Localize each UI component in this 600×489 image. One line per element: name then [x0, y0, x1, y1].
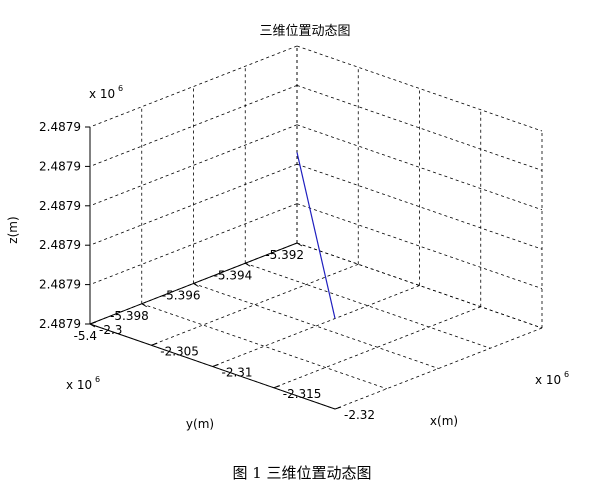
x-exponent-power: 6 [564, 370, 569, 379]
back-wall-grid-line [296, 242, 543, 329]
side-wall-grid-line [89, 85, 298, 167]
x-tick-mark [89, 321, 97, 325]
x-exponent: x 10 6 [535, 370, 569, 387]
series [296, 152, 336, 319]
y-exponent-power: 6 [95, 375, 100, 384]
floor-grid-line [245, 262, 491, 349]
back-wall-grid-line [296, 45, 543, 132]
z-tick-label: 2.4879 [39, 120, 81, 134]
z-tick-label: 2.4879 [39, 159, 81, 173]
back-wall-grid-line [296, 85, 543, 171]
x-tick-label: -2.32 [344, 408, 375, 422]
z-tick-label: 2.4879 [39, 238, 81, 252]
y-tick-mark [141, 303, 148, 308]
y-tick-label: -5.396 [162, 289, 201, 303]
x-tick-mark [151, 342, 158, 346]
series-line [296, 152, 336, 319]
x-axis-label: x(m) [430, 414, 458, 428]
y-tick-mark [89, 323, 96, 328]
z-exponent: x 10 6 [89, 84, 123, 101]
floor-grid-line [193, 283, 439, 369]
y-tick-mark [244, 262, 251, 267]
floor-grid-line [212, 285, 420, 367]
figure-caption: 图 1 三维位置动态图 [232, 464, 371, 482]
side-wall-grid-line [89, 203, 298, 285]
y-tick-label: -5.394 [214, 268, 253, 282]
y-tick-mark [193, 283, 199, 287]
x-tick-mark [273, 385, 280, 389]
x-tick-mark [212, 364, 219, 367]
floor-grid-line [334, 327, 543, 410]
y-tick-mark [296, 242, 303, 247]
back-wall-grid-line [296, 203, 543, 289]
y-exponent: x 10 6 [66, 375, 100, 392]
floor-grid-line [151, 263, 359, 346]
axes [85, 126, 342, 410]
z-tick-label: 2.4879 [39, 278, 81, 292]
y-tick-label: -5.398 [110, 309, 149, 323]
grid [89, 45, 543, 410]
side-wall-grid-line [89, 45, 298, 128]
y-axis-label: y(m) [186, 417, 214, 431]
tick-labels: 2.4879 2.4879 2.4879 2.4879 2.4879 2.4879 -5.3… [39, 120, 375, 422]
back-wall-grid-line [296, 163, 543, 250]
z-tick-label: 2.4879 [39, 317, 81, 331]
z-exponent-base: x 10 [89, 87, 115, 101]
x-tick-label: -2.31 [222, 366, 253, 380]
z-axis-label: z(m) [6, 216, 20, 243]
y-tick-label: -5.4 [74, 329, 97, 343]
x-tick-label: -2.315 [283, 387, 322, 401]
side-wall-grid-line [89, 124, 298, 207]
x-exponent-base: x 10 [535, 373, 561, 387]
x-tick-label: -2.3 [99, 323, 122, 337]
floor-grid-line [141, 303, 387, 390]
side-wall-grid-line [89, 163, 298, 246]
z-tick-label: 2.4879 [39, 199, 81, 213]
x-tick-label: -2.305 [160, 344, 199, 358]
x-tick-mark [334, 406, 342, 410]
y-tick-label: -5.392 [265, 248, 304, 262]
z-exponent-power: 6 [118, 84, 123, 93]
floor-grid-line [273, 306, 481, 389]
y-exponent-base: x 10 [66, 378, 92, 392]
chart-title: 三维位置动态图 [259, 24, 350, 39]
back-wall-grid-line [296, 124, 543, 211]
